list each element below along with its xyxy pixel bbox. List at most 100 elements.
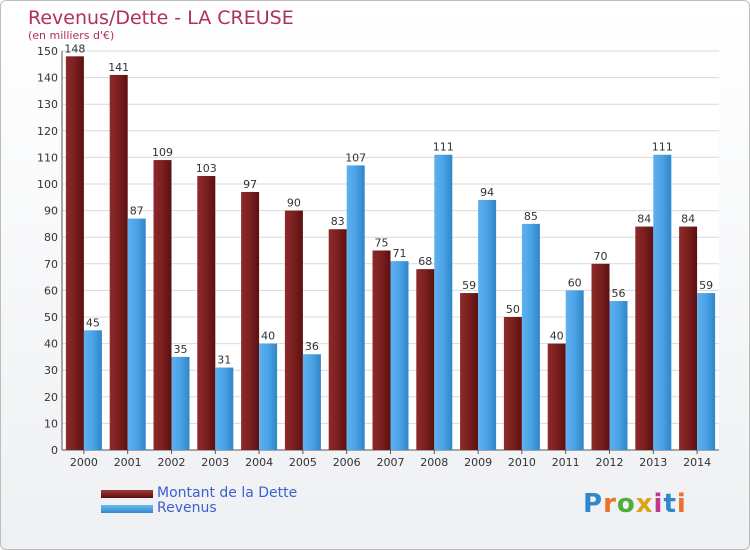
data-label-revenus-2013: 111 [652, 141, 673, 154]
bar-revenus-2001 [127, 218, 146, 450]
bar-dette-2007 [372, 250, 391, 450]
data-label-dette-2011: 40 [550, 330, 564, 343]
y-tick-label-150: 150 [37, 45, 58, 58]
y-tick-label-90: 90 [44, 205, 58, 218]
y-tick-label-120: 120 [37, 125, 58, 138]
bar-revenus-2014 [697, 293, 716, 450]
bar-revenus-2008 [434, 154, 453, 451]
y-tick-label-80: 80 [44, 231, 58, 244]
x-tick-label-2012: 2012 [596, 456, 624, 469]
data-label-revenus-2002: 35 [174, 343, 188, 356]
bar-revenus-2012 [609, 301, 628, 450]
bar-dette-2008 [416, 269, 435, 450]
x-tick-label-2003: 2003 [201, 456, 229, 469]
data-label-revenus-2009: 94 [480, 186, 494, 199]
data-label-dette-2007: 75 [375, 237, 389, 250]
bar-revenus-2002 [171, 356, 190, 450]
y-tick-label-50: 50 [44, 311, 58, 324]
bar-dette-2014 [679, 226, 698, 450]
x-tick-label-2010: 2010 [508, 456, 536, 469]
legend-swatch-dette [101, 490, 153, 498]
bar-dette-2012 [591, 263, 610, 450]
bar-dette-2003 [197, 176, 216, 450]
x-tick-label-2008: 2008 [420, 456, 448, 469]
chart-subtitle: (en milliers d'€) [28, 29, 115, 42]
legend-label-dette: Montant de la Dette [157, 485, 298, 501]
y-tick-label-20: 20 [44, 391, 58, 404]
data-label-revenus-2006: 107 [345, 151, 366, 164]
bar-revenus-2007 [390, 261, 409, 450]
bar-dette-2009 [460, 293, 479, 450]
data-label-revenus-2011: 60 [568, 276, 582, 289]
data-label-revenus-2014: 59 [699, 279, 713, 292]
bar-dette-2002 [153, 160, 172, 450]
data-label-revenus-2004: 40 [261, 330, 275, 343]
x-tick-label-2014: 2014 [683, 456, 711, 469]
x-tick-label-2002: 2002 [158, 456, 186, 469]
bar-dette-2001 [109, 74, 128, 450]
y-tick-label-0: 0 [51, 444, 58, 457]
bar-dette-2005 [284, 210, 303, 450]
data-label-revenus-2003: 31 [217, 354, 231, 367]
data-label-dette-2006: 83 [331, 215, 345, 228]
data-label-dette-2004: 97 [243, 178, 257, 191]
data-label-revenus-2005: 36 [305, 340, 319, 353]
data-label-revenus-2008: 111 [433, 141, 454, 154]
y-tick-label-60: 60 [44, 284, 58, 297]
bar-revenus-2004 [259, 343, 278, 450]
bar-revenus-2011 [565, 290, 584, 450]
bar-revenus-2009 [478, 199, 497, 450]
y-tick-label-110: 110 [37, 151, 58, 164]
x-tick-label-2006: 2006 [333, 456, 361, 469]
bar-revenus-2006 [346, 165, 365, 450]
data-label-dette-2005: 90 [287, 197, 301, 210]
y-tick-label-100: 100 [37, 178, 58, 191]
data-label-revenus-2010: 85 [524, 210, 538, 223]
proxiti-logo: Proxiti [583, 489, 687, 519]
y-tick-label-140: 140 [37, 72, 58, 85]
x-tick-label-2005: 2005 [289, 456, 317, 469]
data-label-dette-2012: 70 [594, 250, 608, 263]
data-label-dette-2014: 84 [681, 213, 695, 226]
bar-dette-2000 [65, 56, 84, 450]
data-label-dette-2010: 50 [506, 303, 520, 316]
legend-swatch-revenus [101, 505, 153, 513]
data-label-revenus-2000: 45 [86, 316, 100, 329]
bar-revenus-2013 [653, 154, 672, 451]
bar-revenus-2005 [302, 354, 321, 450]
y-tick-label-130: 130 [37, 98, 58, 111]
data-label-dette-2000: 148 [64, 42, 85, 55]
data-label-revenus-2012: 56 [612, 287, 626, 300]
x-tick-label-2004: 2004 [245, 456, 273, 469]
bar-revenus-2000 [83, 330, 102, 450]
y-tick-label-10: 10 [44, 417, 58, 430]
bar-revenus-2010 [521, 223, 540, 450]
data-label-revenus-2001: 87 [130, 205, 144, 218]
x-tick-label-2001: 2001 [114, 456, 142, 469]
data-label-dette-2001: 141 [108, 61, 129, 74]
data-label-dette-2008: 68 [418, 255, 432, 268]
x-tick-label-2007: 2007 [377, 456, 405, 469]
data-label-revenus-2007: 71 [393, 247, 407, 260]
data-label-dette-2002: 109 [152, 146, 173, 159]
y-tick-label-30: 30 [44, 364, 58, 377]
legend-label-revenus: Revenus [157, 500, 217, 516]
data-label-dette-2009: 59 [462, 279, 476, 292]
y-tick-label-70: 70 [44, 258, 58, 271]
chart-title: Revenus/Dette - LA CREUSE [28, 7, 294, 29]
bar-revenus-2003 [215, 367, 234, 450]
bar-dette-2006 [328, 229, 347, 450]
bar-dette-2010 [503, 317, 522, 450]
y-tick-label-40: 40 [44, 338, 58, 351]
data-label-dette-2003: 103 [196, 162, 217, 175]
x-tick-label-2013: 2013 [639, 456, 667, 469]
x-tick-label-2009: 2009 [464, 456, 492, 469]
bar-dette-2013 [635, 226, 654, 450]
x-tick-label-2000: 2000 [70, 456, 98, 469]
data-label-dette-2013: 84 [637, 213, 651, 226]
x-tick-label-2011: 2011 [552, 456, 580, 469]
bar-dette-2011 [547, 343, 566, 450]
bar-dette-2004 [241, 191, 260, 451]
